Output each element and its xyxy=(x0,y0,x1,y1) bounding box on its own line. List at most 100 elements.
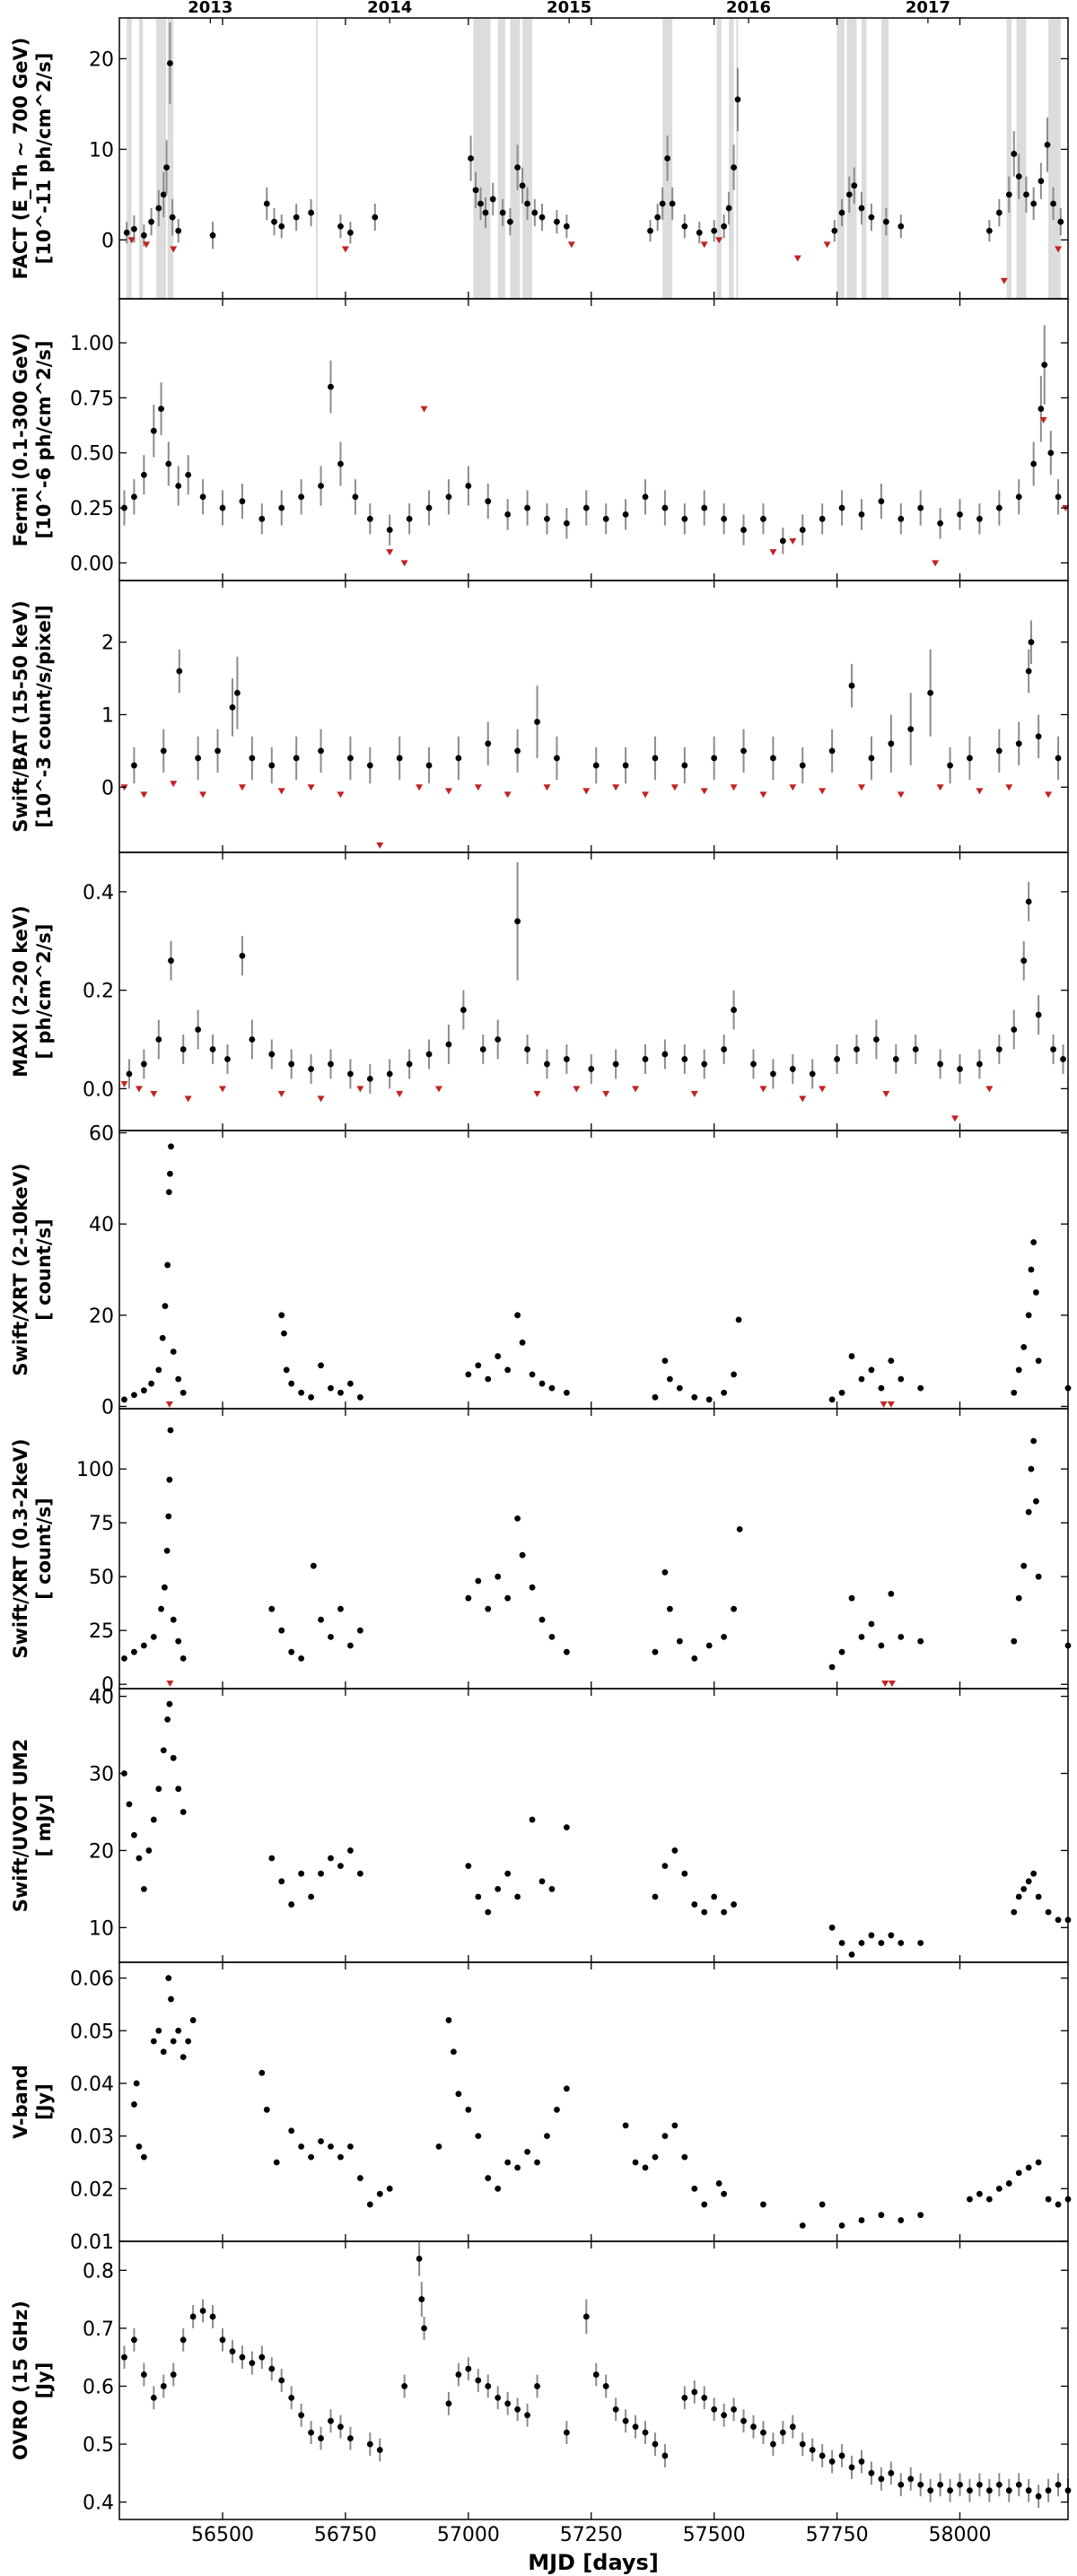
upper-limit xyxy=(602,1090,610,1097)
data-point xyxy=(937,1061,944,1068)
data-point xyxy=(209,1046,216,1052)
data-point xyxy=(131,2336,137,2344)
data-point xyxy=(514,2164,521,2171)
data-point xyxy=(878,2212,885,2219)
data-point xyxy=(1030,1437,1038,1445)
data-point xyxy=(477,200,484,207)
data-point xyxy=(976,2190,983,2197)
data-point xyxy=(224,1056,231,1062)
year-labels: 2013 2014 2015 2016 2017 xyxy=(188,0,950,23)
x-tick-label: 58000 xyxy=(929,2524,992,2546)
data-point xyxy=(701,1908,708,1916)
data-point xyxy=(162,1303,169,1310)
data-point xyxy=(888,2469,895,2476)
data-point xyxy=(160,2048,167,2056)
data-point xyxy=(165,1975,172,1982)
data-point xyxy=(789,2423,796,2431)
shaded-band xyxy=(716,18,722,299)
data-point xyxy=(1030,460,1038,467)
data-point xyxy=(531,209,538,216)
data-point xyxy=(858,2217,865,2223)
data-point xyxy=(878,1940,885,1946)
data-point xyxy=(308,1066,314,1072)
data-point xyxy=(465,1863,472,1870)
data-point xyxy=(868,214,875,221)
data-point xyxy=(1030,1870,1038,1877)
data-point xyxy=(740,2417,747,2424)
data-point xyxy=(328,383,334,390)
data-point xyxy=(701,504,708,511)
year-label: 2013 xyxy=(188,0,232,17)
data-point xyxy=(288,2394,295,2401)
data-point xyxy=(721,223,728,230)
upper-limit xyxy=(135,1086,143,1093)
data-point xyxy=(1015,493,1022,501)
data-point xyxy=(366,515,373,522)
x-axis-label: MJD [days] xyxy=(528,2550,659,2575)
data-point xyxy=(167,1427,174,1434)
shaded-band xyxy=(127,18,132,299)
upper-limit xyxy=(642,791,650,799)
data-point xyxy=(472,187,479,194)
data-point xyxy=(468,155,474,162)
data-point xyxy=(278,2377,285,2384)
data-point xyxy=(475,2133,482,2140)
data-point xyxy=(538,1616,546,1623)
data-point xyxy=(838,504,845,511)
data-point xyxy=(602,2383,609,2389)
data-point xyxy=(209,231,216,239)
data-point xyxy=(563,2085,570,2092)
data-point xyxy=(985,227,993,234)
data-point xyxy=(298,1389,305,1396)
panel-fermi: 0.00 0.25 0.50 0.75 1.00 Fermi (0.1-300 GeV)[… xyxy=(10,298,1070,581)
panel-vband: 0.01 0.02 0.03 0.04 0.05 0.06 V-band [Jy] xyxy=(10,1961,1072,2254)
data-point xyxy=(281,1330,287,1337)
data-point xyxy=(170,1616,177,1623)
upper-limit xyxy=(238,784,246,791)
data-point xyxy=(995,2481,1003,2488)
data-point xyxy=(131,1831,137,1838)
upper-limit xyxy=(612,784,620,791)
data-point xyxy=(1055,2201,1062,2208)
data-point xyxy=(150,2394,157,2401)
data-point xyxy=(819,2452,826,2459)
data-point xyxy=(1028,639,1035,646)
data-point xyxy=(1033,1498,1039,1505)
data-point xyxy=(524,1046,530,1052)
data-point xyxy=(489,196,496,203)
data-point xyxy=(888,1591,895,1597)
data-point xyxy=(475,2377,482,2384)
data-point xyxy=(170,2371,177,2378)
data-point xyxy=(337,223,344,230)
data-point xyxy=(563,520,570,527)
data-point xyxy=(995,1046,1003,1052)
data-point xyxy=(1038,178,1045,185)
data-point xyxy=(366,762,373,769)
upper-limit xyxy=(277,788,285,795)
upper-limit xyxy=(1005,784,1013,791)
data-point xyxy=(195,755,202,762)
shaded-band xyxy=(167,18,174,299)
data-point xyxy=(711,1893,718,1900)
data-point xyxy=(995,747,1003,755)
data-point xyxy=(170,1349,177,1355)
data-point xyxy=(479,1046,486,1052)
data-point xyxy=(828,1663,836,1671)
data-point xyxy=(554,2106,560,2113)
data-point xyxy=(239,498,246,505)
data-point xyxy=(347,1070,354,1078)
y-tick-label: 30 xyxy=(89,1764,114,1786)
panel-xrt_hard: 0 20 40 60 Swift/XRT (2-10keV)[ count/s] xyxy=(10,1123,1072,1419)
data-point xyxy=(592,2371,600,2378)
data-point xyxy=(957,511,963,518)
data-point xyxy=(271,218,277,225)
data-point xyxy=(848,2464,855,2471)
y-tick-label: 20 xyxy=(89,1840,114,1863)
data-point xyxy=(347,1847,354,1854)
data-point xyxy=(168,1143,174,1150)
data-point xyxy=(455,2091,462,2098)
panel-fact: 0 10 20 FACT (E_Th ~ 700 GeV) [10^-11 ph/cm^… xyxy=(10,17,1069,300)
upper-limit xyxy=(120,1080,128,1087)
y-tick-label: 0 xyxy=(101,230,114,252)
data-point xyxy=(239,952,246,959)
